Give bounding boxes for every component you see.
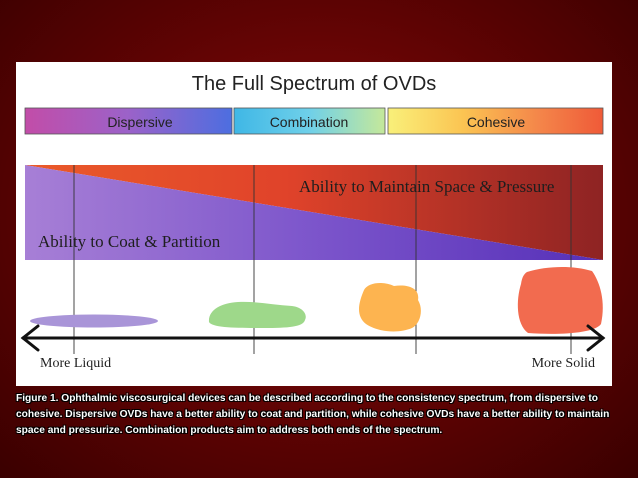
diagram-title: The Full Spectrum of OVDs: [192, 73, 437, 95]
more-liquid-label: More Liquid: [40, 356, 111, 371]
coat-partition-triangle: [25, 165, 603, 260]
space-pressure-label: Ability to Maintain Space & Pressure: [299, 177, 554, 196]
liquid-ovd-blob: [30, 314, 158, 328]
cohesive-ovd-blob: [517, 266, 603, 334]
combination-cohesive-ovd-blob: [359, 282, 421, 332]
consistency-axis-arrow: [20, 324, 606, 352]
category-label-dispersive: Dispersive: [107, 114, 173, 130]
coat-partition-label: Ability to Coat & Partition: [38, 232, 221, 251]
category-bar-cohesive: Cohesive: [387, 107, 604, 135]
category-label-combination: Combination: [270, 114, 349, 130]
category-label-cohesive: Cohesive: [467, 114, 526, 130]
more-solid-label: More Solid: [532, 356, 595, 371]
combination-ovd-blob: [208, 301, 306, 328]
category-bar-combination: Combination: [233, 107, 386, 135]
slide-panel: The Full Spectrum of OVDs Dispersive Com…: [16, 62, 612, 386]
figure-caption: Figure 1. Ophthalmic viscosurgical devic…: [16, 393, 610, 436]
category-bar-dispersive: Dispersive: [24, 107, 233, 135]
ovd-spectrum-diagram: The Full Spectrum of OVDs Dispersive Com…: [20, 73, 606, 371]
